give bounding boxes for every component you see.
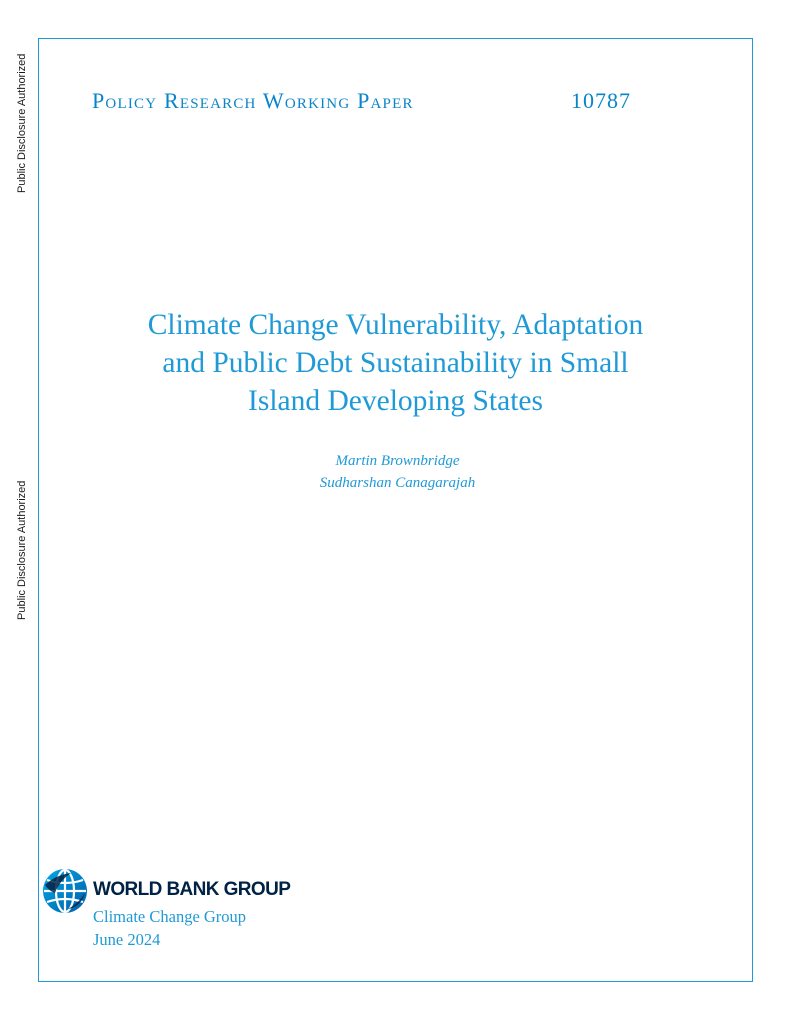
cover-frame: [38, 38, 753, 982]
paper-title: Climate Change Vulnerability, Adaptation…: [60, 306, 731, 420]
title-line: and Public Debt Sustainability in Small: [162, 347, 629, 379]
globe-icon: [43, 868, 87, 914]
publication-date: June 2024: [93, 930, 161, 949]
title-line: Island Developing States: [248, 385, 543, 417]
author-name: Sudharshan Canagarajah: [319, 475, 476, 491]
series-name: Policy Research Working Paper: [92, 88, 414, 113]
disclosure-note-middle: Public Disclosure Authorized: [16, 480, 28, 620]
logo-wordmark: WORLD BANK GROUP: [93, 879, 291, 900]
world-bank-logo: WORLD BANK GROUP: [41, 867, 301, 917]
publisher-group: Climate Change Group: [93, 907, 247, 926]
author-list: Martin Brownbridge Sudharshan Canagaraja…: [200, 450, 595, 494]
series-header: Policy Research Working Paper 10787: [92, 88, 637, 118]
author-name: Martin Brownbridge: [335, 453, 460, 469]
title-line: Climate Change Vulnerability, Adaptation: [147, 309, 644, 341]
publisher-info: Climate Change Group June 2024: [93, 905, 246, 951]
paper-number: 10787: [571, 88, 631, 113]
disclosure-note-top: Public Disclosure Authorized: [16, 53, 28, 193]
